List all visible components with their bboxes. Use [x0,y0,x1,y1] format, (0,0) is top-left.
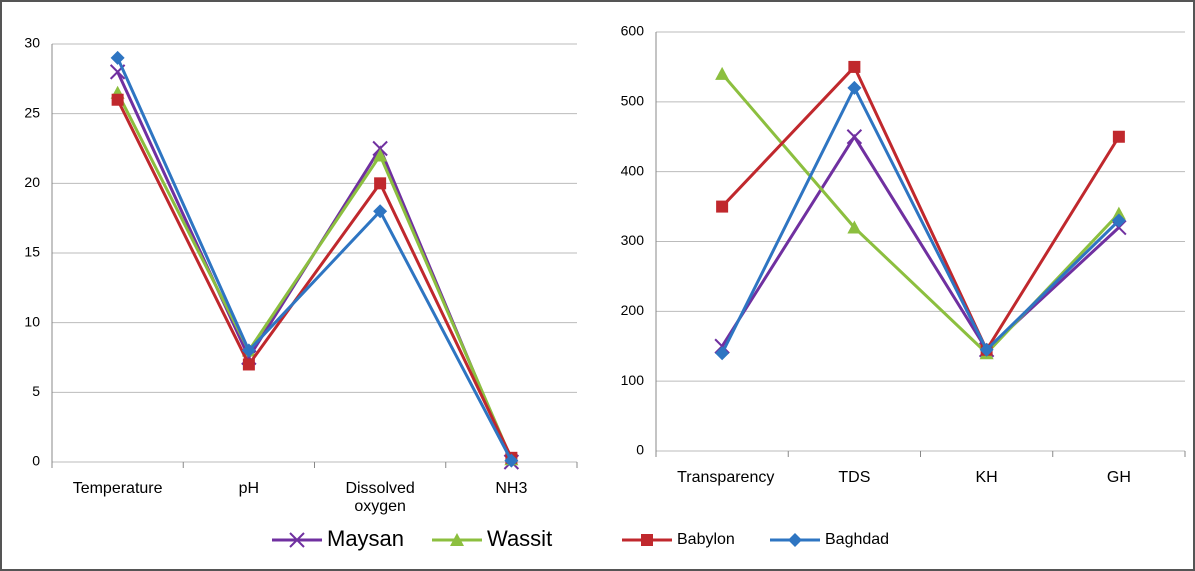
legend-label: Maysan [327,526,404,551]
data-point [847,220,862,234]
x-tick-label: Temperature [72,480,163,497]
data-point [374,177,387,190]
x-tick-label: KH [975,469,998,486]
legend-label: Wassit [487,526,552,551]
y-tick-label: 15 [24,244,40,260]
data-point [1111,213,1126,228]
x-tick-label: Transparency [677,469,775,486]
data-point [1112,130,1125,143]
legend-label: Babylon [677,531,735,548]
data-point [715,346,730,361]
legend-marker [450,533,464,546]
x-tick-label: NH3 [495,480,528,497]
series-line [720,84,1120,354]
x-tick-label: TDS [838,469,871,486]
y-tick-label: 25 [24,104,40,120]
y-tick-label: 5 [32,383,40,399]
data-point [373,204,388,219]
data-point [846,129,863,145]
y-tick-label: 300 [621,232,645,248]
data-point [1111,206,1126,220]
series-line [720,133,1120,353]
data-point [504,453,519,468]
series-line [721,64,1121,353]
x-tick-label: Dissolved oxygen [345,480,415,515]
series-line [116,57,513,462]
legend-marker [641,534,653,546]
series-line [116,99,513,459]
legend-marker [788,533,802,547]
data-point [715,66,730,80]
data-point [847,80,862,95]
y-tick-label: 600 [621,23,645,39]
y-tick-label: 100 [621,372,645,388]
data-point [242,358,255,371]
data-point [111,93,124,106]
series-line [116,92,513,460]
data-point [241,343,256,358]
data-point [110,50,125,65]
legend-label: Baghdad [825,531,889,548]
data-point [979,342,994,357]
y-tick-label: 10 [24,313,40,329]
x-tick-label: pH [238,480,260,497]
data-point [373,148,388,162]
legend-marker [289,532,305,548]
y-tick-label: 200 [621,302,645,318]
y-tick-label: 20 [24,174,40,190]
x-tick-label: GH [1106,469,1131,486]
y-tick-label: 500 [621,93,645,109]
data-point [716,200,729,213]
y-tick-label: 400 [621,162,645,178]
y-tick-label: 0 [32,453,40,469]
y-tick-label: 0 [636,442,644,458]
data-point [848,60,861,73]
y-tick-label: 30 [24,35,40,51]
series-line [116,71,513,463]
